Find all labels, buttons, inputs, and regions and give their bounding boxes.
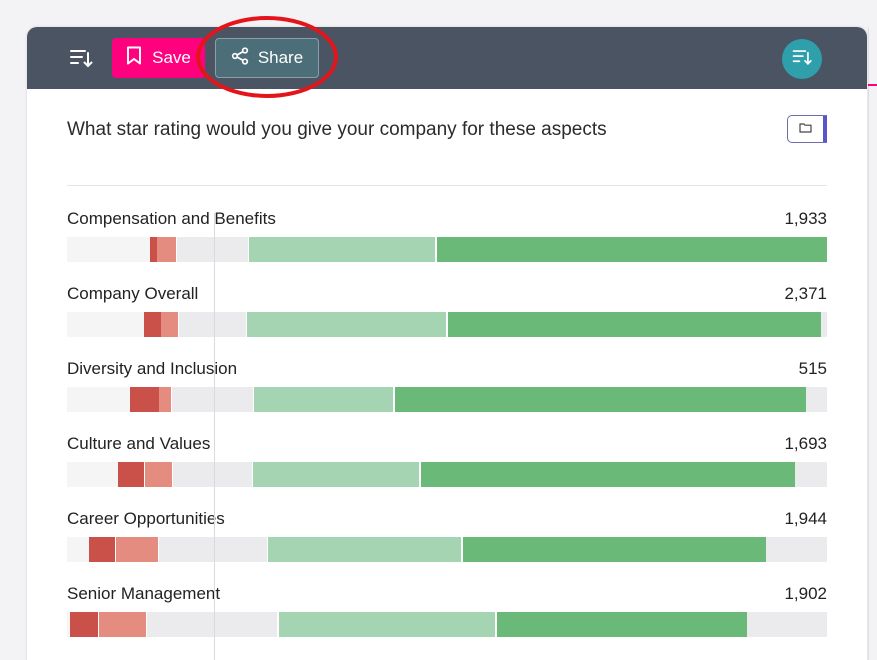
row-label-senior-management: Senior Management xyxy=(67,584,221,603)
bar-segment-three-star xyxy=(159,537,267,562)
bar-segment-three-star xyxy=(179,312,246,337)
rating-bar-compensation[interactable] xyxy=(67,237,827,262)
bookmark-icon xyxy=(126,46,142,70)
bar-segment-empty xyxy=(67,237,150,262)
row-count-career: 1,944 xyxy=(784,509,827,528)
bar-segment-one-star xyxy=(144,312,161,337)
bar-segment-one-star xyxy=(70,612,98,637)
bar-segment-five-star xyxy=(448,312,821,337)
bar-segment-empty xyxy=(67,537,89,562)
bar-segment-one-star xyxy=(150,237,157,262)
row-count-compensation: 1,933 xyxy=(784,209,827,228)
page-edge-divider xyxy=(868,27,869,660)
row-label-diversity: Diversity and Inclusion xyxy=(67,359,238,378)
rating-bar-company-overall[interactable] xyxy=(67,312,827,337)
bar-segment-two-star xyxy=(145,462,172,487)
folder-button[interactable] xyxy=(787,115,827,143)
bar-segment-empty xyxy=(67,612,70,637)
rating-bar-diversity[interactable] xyxy=(67,387,827,412)
bar-segment-five-star xyxy=(421,462,795,487)
bar-segment-three-star xyxy=(173,462,252,487)
bar-segment-one-star xyxy=(118,462,144,487)
bar-segment-two-star xyxy=(157,237,176,262)
bar-segment-empty xyxy=(821,312,827,337)
share-button[interactable]: Share xyxy=(215,38,319,78)
row-label-culture: Culture and Values xyxy=(67,434,211,453)
question-title: What star rating would you give your com… xyxy=(67,119,607,140)
row-label-company-overall: Company Overall xyxy=(67,284,199,303)
row-label-compensation: Compensation and Benefits xyxy=(67,209,276,228)
row-count-culture: 1,693 xyxy=(784,434,827,453)
sort-icon[interactable] xyxy=(68,45,94,71)
rating-bar-senior-management[interactable] xyxy=(67,612,827,637)
bar-segment-one-star xyxy=(130,387,159,412)
survey-card: Save Share xyxy=(27,27,867,660)
bar-segment-empty xyxy=(766,537,827,562)
bar-segment-four-star xyxy=(247,312,446,337)
bar-segment-one-star xyxy=(89,537,115,562)
row-label-career: Career Opportunities xyxy=(67,509,225,528)
bar-segment-five-star xyxy=(463,537,766,562)
bar-segment-five-star xyxy=(497,612,747,637)
bar-segment-empty xyxy=(67,312,144,337)
bar-segment-four-star xyxy=(254,387,393,412)
rating-bar-culture[interactable] xyxy=(67,462,827,487)
bar-segment-four-star xyxy=(268,537,461,562)
bar-segment-four-star xyxy=(279,612,495,637)
toolbar: Save Share xyxy=(27,27,867,89)
bar-segment-three-star xyxy=(177,237,248,262)
row-count-diversity: 515 xyxy=(798,359,827,378)
bar-segment-three-star xyxy=(147,612,277,637)
bar-segment-five-star xyxy=(395,387,806,412)
save-button[interactable]: Save xyxy=(112,38,205,78)
folder-icon xyxy=(799,120,812,138)
accent-marker xyxy=(868,84,877,86)
bar-segment-empty xyxy=(795,462,827,487)
bar-segment-three-star xyxy=(172,387,253,412)
bar-segment-empty xyxy=(747,612,827,637)
row-count-company-overall: 2,371 xyxy=(784,284,827,303)
bar-segment-four-star xyxy=(253,462,419,487)
share-label: Share xyxy=(257,48,304,67)
divider xyxy=(67,185,827,186)
bar-segment-two-star xyxy=(116,537,158,562)
share-icon xyxy=(231,46,249,70)
bar-segment-four-star xyxy=(249,237,435,262)
sort-icon xyxy=(791,46,813,73)
bar-segment-two-star xyxy=(159,387,171,412)
bar-segment-empty xyxy=(67,387,130,412)
rating-bar-career[interactable] xyxy=(67,537,827,562)
bar-segment-five-star xyxy=(437,237,827,262)
bar-segment-empty xyxy=(67,462,118,487)
bar-segment-empty xyxy=(806,387,827,412)
row-count-senior-management: 1,902 xyxy=(784,584,827,603)
bar-segment-two-star xyxy=(99,612,146,637)
save-label: Save xyxy=(152,48,191,67)
bar-segment-two-star xyxy=(161,312,178,337)
sort-round-button[interactable] xyxy=(782,39,822,79)
